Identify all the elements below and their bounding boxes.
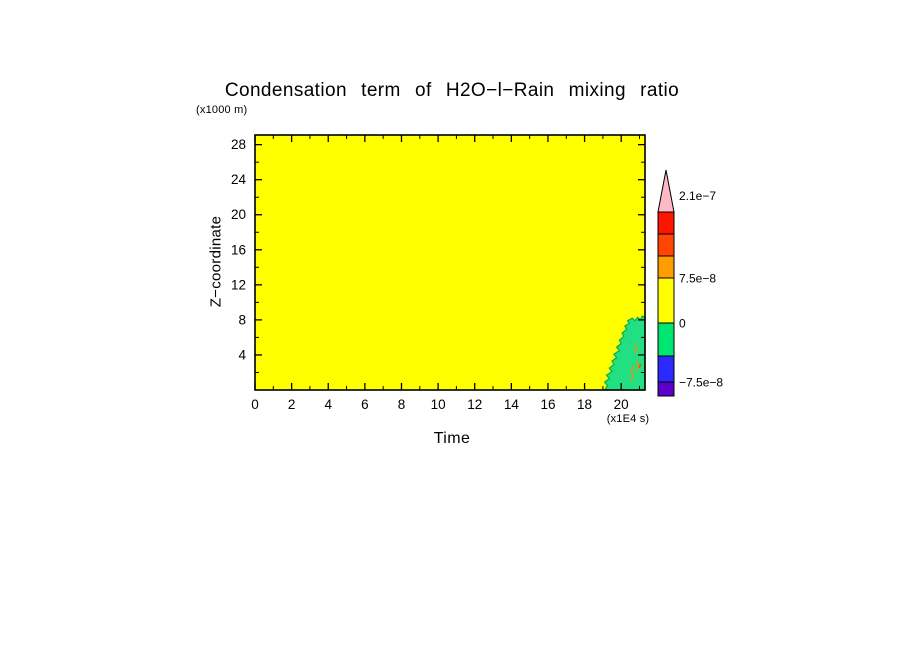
colorbar-label: −7.5e−8 [679, 376, 723, 390]
positive-speck [638, 363, 642, 369]
x-tick-label: 2 [288, 397, 296, 412]
y-tick-label: 8 [238, 312, 246, 327]
x-tick-label: 4 [324, 397, 332, 412]
y-axis-unit: (x1000 m) [196, 104, 248, 116]
colorbar-label: 7.5e−8 [679, 272, 716, 286]
colorbar-segment [657, 211, 675, 235]
y-tick-label: 20 [231, 207, 246, 222]
x-tick-label: 12 [467, 397, 482, 412]
positive-speck [630, 365, 635, 382]
y-tick-label: 28 [231, 137, 246, 152]
colorbar-segment [657, 322, 675, 357]
y-tick-label: 12 [231, 277, 246, 292]
plot-frame [254, 134, 646, 391]
x-tick-label: 0 [251, 397, 259, 412]
colorbar-pennant [657, 169, 675, 213]
y-tick-label: 4 [238, 347, 246, 362]
colorbar-segment [657, 255, 675, 279]
x-tick-label: 20 [614, 397, 629, 412]
colorbar-segment [657, 381, 675, 397]
x-tick-label: 10 [431, 397, 446, 412]
x-tick-label: 16 [540, 397, 555, 412]
chart-title: Condensation term of H2O−l−Rain mixing r… [224, 80, 680, 101]
colorbar-label: 0 [679, 317, 686, 331]
plot-area-background [255, 135, 645, 390]
x-tick-label: 18 [577, 397, 592, 412]
x-tick-label: 14 [504, 397, 520, 412]
colorbar-segment [657, 277, 675, 324]
x-axis-unit: (x1E4 s) [606, 413, 650, 425]
x-tick-label: 8 [398, 397, 406, 412]
y-tick-label: 24 [231, 172, 247, 187]
colorbar-segment [657, 355, 675, 383]
positive-speck [636, 359, 640, 371]
colorbar-label: 2.1e−7 [679, 189, 716, 203]
negative-band-region [603, 315, 646, 391]
x-tick-label: 6 [361, 397, 369, 412]
y-tick-label: 16 [231, 242, 246, 257]
colorbar-segment [657, 233, 675, 257]
positive-speck [633, 344, 638, 354]
x-axis-label: Time [433, 430, 471, 447]
